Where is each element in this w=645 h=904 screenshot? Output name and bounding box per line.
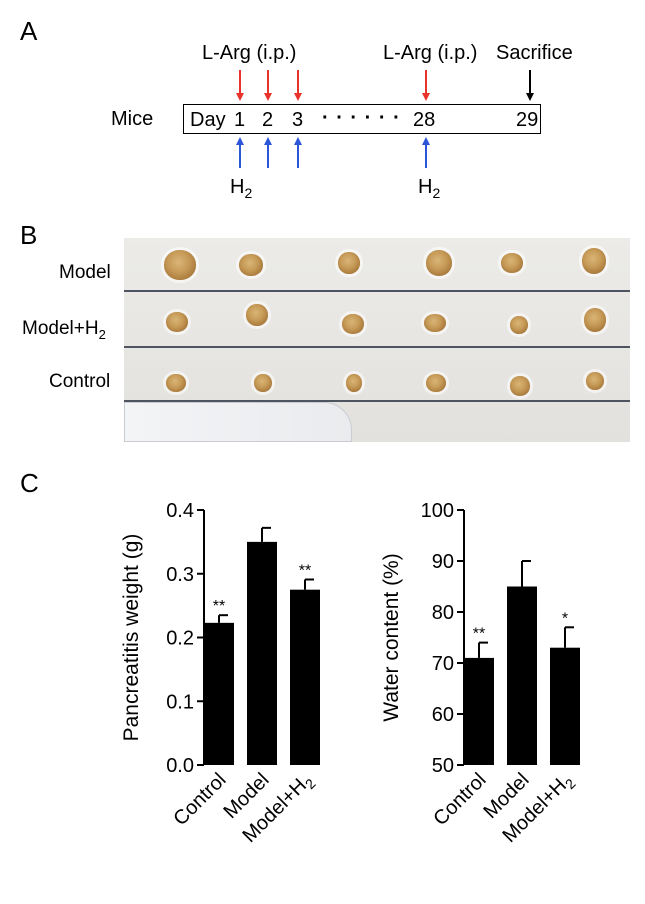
photo-ruler <box>124 402 352 442</box>
x-tick-label-text: Control <box>429 769 490 830</box>
bar <box>290 589 320 765</box>
panel-b-letter: B <box>20 220 38 250</box>
significance-marker: * <box>562 610 568 627</box>
tissue-sample <box>338 252 360 274</box>
day-1: 1 <box>234 109 246 131</box>
tissue-sample <box>164 250 196 280</box>
bar <box>204 622 234 765</box>
y-tick-label: 50 <box>432 755 454 777</box>
mice-label: Mice <box>111 108 154 130</box>
y-axis-label: Water content (%) <box>380 553 403 721</box>
day-3: 3 <box>292 109 304 131</box>
significance-marker: ** <box>213 598 225 615</box>
y-tick-label: 0.2 <box>166 628 194 650</box>
x-tick-label: Control <box>429 769 490 830</box>
pancreas-photo <box>124 238 630 442</box>
photo-strip-line-1 <box>124 290 630 292</box>
tissue-sample <box>239 254 263 276</box>
day-29: 29 <box>516 109 539 131</box>
x-tick-label-text: Control <box>169 769 230 830</box>
row-label-text: Model+H <box>22 318 99 339</box>
y-tick-label: 60 <box>432 704 454 726</box>
row-label-text: Model <box>59 262 111 283</box>
sacrifice-label: Sacrifice <box>496 42 573 64</box>
tissue-sample <box>342 314 364 334</box>
bar <box>464 657 494 765</box>
timeline-arrows <box>236 70 534 168</box>
tissue-sample <box>424 314 446 332</box>
tissue-sample <box>346 374 362 392</box>
day-label: Day <box>190 109 226 131</box>
tissue-sample <box>166 312 188 332</box>
tissue-sample <box>510 316 528 334</box>
larg-label-day28: L-Arg (i.p.) <box>383 42 478 64</box>
y-tick-label: 90 <box>432 551 454 573</box>
timeline-ellipsis: · · · · · · <box>322 107 401 129</box>
tissue-sample <box>254 374 272 392</box>
tissue-sample <box>426 374 446 392</box>
h2-label-day1: H2 <box>230 176 252 201</box>
y-tick-label: 0.4 <box>166 500 194 522</box>
y-tick-label: 100 <box>421 500 454 522</box>
panel-a-letter: A <box>20 16 38 46</box>
row-label-model: Model <box>59 262 111 284</box>
day-2: 2 <box>262 109 274 131</box>
tissue-sample <box>510 376 530 396</box>
y-tick-label: 0.0 <box>166 755 194 777</box>
bar <box>507 586 537 765</box>
tissue-sample <box>586 372 604 390</box>
timeline-box <box>183 104 541 134</box>
significance-marker: ** <box>473 626 485 643</box>
y-tick-label: 0.1 <box>166 691 194 713</box>
y-axis-label: Pancreatitis weight (g) <box>120 534 143 742</box>
tissue-sample <box>582 248 606 274</box>
tissue-sample <box>501 253 523 273</box>
bar <box>247 541 277 765</box>
y-tick-label: 70 <box>432 653 454 675</box>
h2-base: H <box>418 176 433 198</box>
h2-base: H <box>230 176 245 198</box>
row-label-model-h2: Model+H2 <box>22 318 106 342</box>
tissue-sample <box>246 304 268 326</box>
y-tick-label: 80 <box>432 602 454 624</box>
larg-label-first: L-Arg (i.p.) <box>202 42 297 64</box>
pancreatitis-weight-chart: 0.0 0.1 0.2 0.3 0.4 Pancreatitis weight (g) **… <box>120 500 320 847</box>
row-label-control: Control <box>49 371 110 393</box>
row-label-sub: 2 <box>98 326 106 342</box>
x-tick-label: Control <box>169 769 230 830</box>
tissue-sample <box>166 374 186 392</box>
bar <box>550 647 580 765</box>
photo-strip-line-3 <box>124 400 630 402</box>
panel-c-letter: C <box>20 468 39 498</box>
h2-label-day28: H2 <box>418 176 440 201</box>
y-tick-label: 0.3 <box>166 564 194 586</box>
row-label-text: Control <box>49 371 111 392</box>
tissue-sample <box>426 250 452 276</box>
h2-sub: 2 <box>244 185 253 201</box>
tissue-sample <box>584 308 606 332</box>
photo-strip-line-2 <box>124 346 630 348</box>
h2-sub: 2 <box>432 185 441 201</box>
day-28: 28 <box>413 109 436 131</box>
significance-marker: ** <box>299 562 311 579</box>
